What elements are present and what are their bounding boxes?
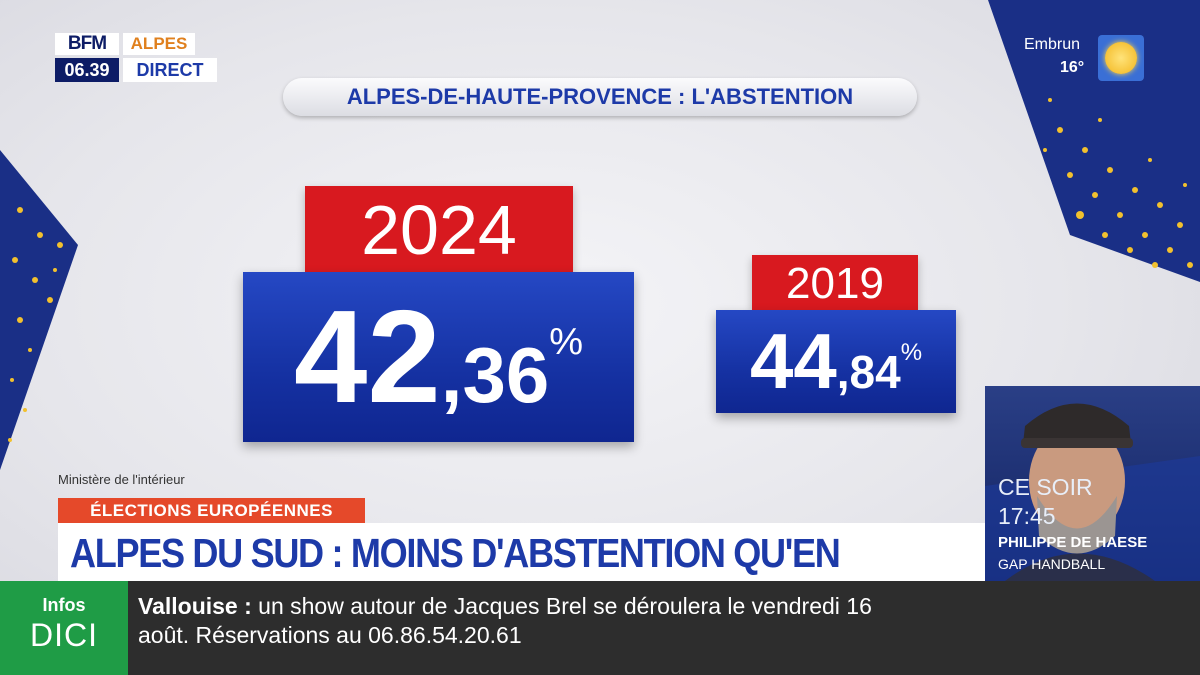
year-label-2019: 2019 xyxy=(752,255,918,310)
news-ticker: Infos DICI Vallouise : un show autour de… xyxy=(0,581,1200,675)
abstention-value-2019: 44,84% xyxy=(716,310,956,413)
promo-time: 17:45 xyxy=(998,503,1056,529)
ticker-line-1: un show autour de Jacques Brel se déroul… xyxy=(258,593,872,619)
abstention-value-2024: 42,36% xyxy=(243,272,634,442)
promo-when: CE SOIR xyxy=(998,474,1093,500)
value-integer: 42 xyxy=(293,283,441,430)
topic-tag: ÉLECTIONS EUROPÉENNES xyxy=(58,498,365,523)
ticker-place: Vallouise : xyxy=(138,593,252,619)
ticker-text: Vallouise : un show autour de Jacques Br… xyxy=(138,592,1188,650)
promo-guest-role: GAP HANDBALL xyxy=(998,556,1106,572)
headline: ALPES DU SUD : MOINS D'ABSTENTION QU'EN … xyxy=(58,523,985,636)
weather-city: Embrun xyxy=(1024,36,1081,53)
graphic-title: ALPES-DE-HAUTE-PROVENCE : L'ABSTENTION xyxy=(283,78,917,116)
year-label-2024: 2024 xyxy=(305,186,573,272)
channel-logo: BFM ALPES 06.39 DIRECT xyxy=(55,33,217,83)
value-decimal: ,84 xyxy=(836,346,901,398)
weather-temperature: 16° xyxy=(1060,59,1085,76)
ticker-line-2: août. Réservations au 06.86.54.20.61 xyxy=(138,622,522,648)
logo-brand: BFM xyxy=(55,33,119,55)
value-integer: 44 xyxy=(749,317,837,405)
clock: 06.39 xyxy=(55,58,119,82)
sun-icon xyxy=(1098,35,1144,81)
live-badge: DIRECT xyxy=(123,58,217,82)
promo-guest-name: PHILIPPE DE HAESE xyxy=(998,534,1148,551)
presenter-photo xyxy=(985,403,1200,581)
logo-region: ALPES xyxy=(123,33,195,55)
value-unit: % xyxy=(549,321,584,363)
ticker-brand-bottom: DICI xyxy=(30,617,98,653)
ticker-brand-top: Infos xyxy=(42,595,86,615)
value-decimal: ,36 xyxy=(440,331,550,419)
value-unit: % xyxy=(900,339,923,366)
data-source: Ministère de l'intérieur xyxy=(58,472,185,487)
ticker-brand: Infos DICI xyxy=(0,581,128,675)
program-promo xyxy=(985,386,1200,581)
